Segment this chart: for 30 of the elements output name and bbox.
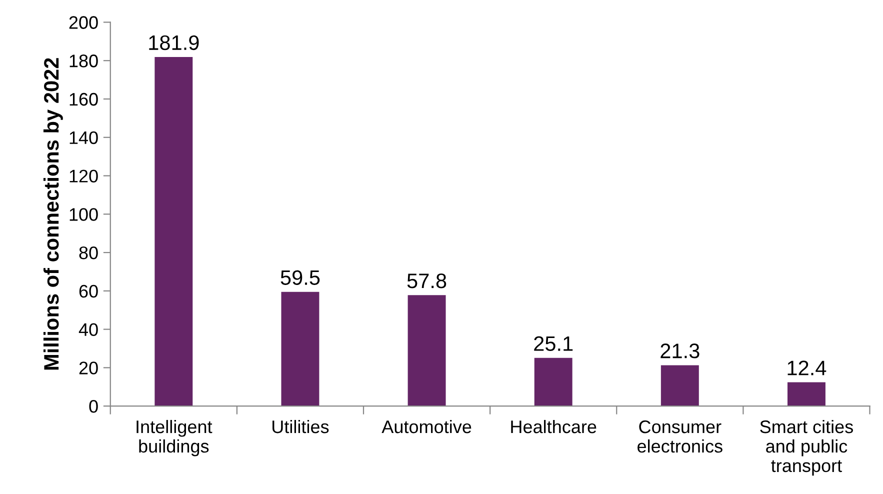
y-tick-label: 100 bbox=[70, 208, 98, 221]
y-tick-label: 0 bbox=[89, 400, 98, 413]
y-tick-label: 40 bbox=[78, 323, 98, 336]
bar bbox=[660, 365, 699, 406]
bar bbox=[408, 295, 446, 406]
data-label: 181.9 bbox=[149, 35, 199, 50]
x-tick-label: Consumer electronics bbox=[638, 420, 722, 453]
y-tick-label: 160 bbox=[70, 92, 98, 106]
data-label: 59.5 bbox=[280, 270, 320, 285]
y-tick-label: 120 bbox=[70, 170, 98, 182]
x-tick-label: Smart cities and public transport bbox=[760, 420, 853, 476]
y-tick-label: 20 bbox=[79, 362, 98, 374]
bar bbox=[787, 382, 826, 406]
data-label: 12.4 bbox=[788, 360, 826, 376]
bar bbox=[534, 358, 572, 406]
x-tick-label: Intelligent buildings bbox=[136, 420, 212, 456]
y-tick-label: 180 bbox=[70, 54, 98, 68]
bar bbox=[281, 292, 320, 406]
y-tick-label: 60 bbox=[79, 284, 98, 298]
y-axis-title: Millions of connections by 2022 bbox=[43, 58, 63, 370]
x-tick-label: Healthcare bbox=[511, 420, 596, 434]
bar bbox=[154, 56, 193, 406]
x-tick-label: Automotive bbox=[382, 420, 472, 434]
y-tick-label: 80 bbox=[79, 246, 98, 260]
y-tick-label: 200 bbox=[69, 16, 98, 29]
data-label: 21.3 bbox=[660, 344, 700, 358]
x-tick-label: Utilities bbox=[272, 420, 329, 434]
y-tick-label: 140 bbox=[70, 131, 98, 144]
data-label: 57.8 bbox=[407, 273, 446, 288]
data-label: 25.1 bbox=[534, 336, 573, 351]
